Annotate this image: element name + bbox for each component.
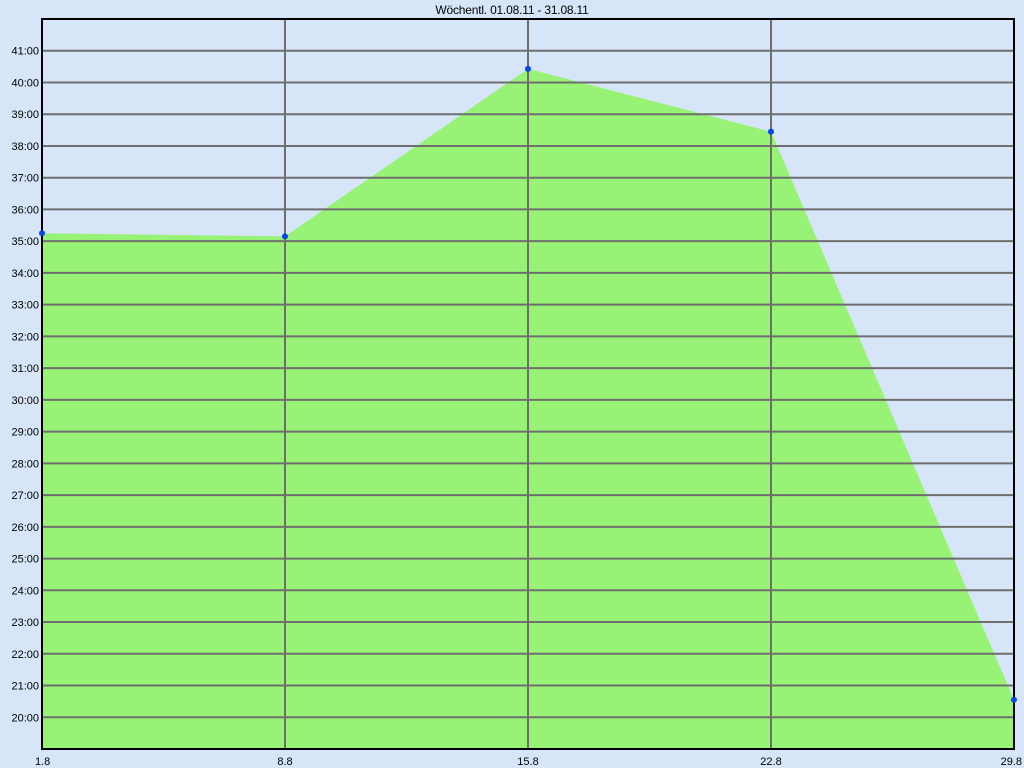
chart-title: Wöchentl. 01.08.11 - 31.08.11 <box>435 3 589 17</box>
y-tick-label: 29:00 <box>11 427 39 439</box>
plot-frame <box>41 18 1015 750</box>
data-point <box>525 65 531 72</box>
x-tick-label: 1.8 <box>35 756 50 768</box>
y-tick-label: 22:00 <box>11 649 39 661</box>
y-tick-label: 27:00 <box>11 490 39 502</box>
y-tick-label: 39:00 <box>11 109 39 121</box>
y-tick-label: 25:00 <box>11 554 39 566</box>
y-tick-label: 32:00 <box>11 331 39 343</box>
y-tick-label: 31:00 <box>11 363 39 375</box>
y-tick-label: 35:00 <box>11 236 39 248</box>
y-tick-label: 34:00 <box>11 268 39 280</box>
y-tick-label: 40:00 <box>11 77 39 89</box>
data-point <box>39 230 45 237</box>
data-point <box>282 233 288 240</box>
y-tick-label: 37:00 <box>11 173 39 185</box>
data-point <box>768 128 774 135</box>
y-tick-label: 36:00 <box>11 204 39 216</box>
y-tick-label: 24:00 <box>11 585 39 597</box>
y-tick-label: 26:00 <box>11 522 39 534</box>
y-tick-label: 28:00 <box>11 458 39 470</box>
y-tick-label: 20:00 <box>11 712 39 724</box>
y-tick-label: 33:00 <box>11 300 39 312</box>
y-tick-label: 21:00 <box>11 681 39 693</box>
y-tick-label: 41:00 <box>11 46 39 58</box>
y-tick-label: 23:00 <box>11 617 39 629</box>
x-tick-label: 15.8 <box>517 756 538 768</box>
y-tick-label: 38:00 <box>11 141 39 153</box>
x-tick-label: 29.8 <box>1001 756 1022 768</box>
x-tick-label: 22.8 <box>760 756 781 768</box>
x-tick-label: 8.8 <box>277 756 292 768</box>
data-point <box>1011 696 1017 703</box>
y-tick-label: 30:00 <box>11 395 39 407</box>
